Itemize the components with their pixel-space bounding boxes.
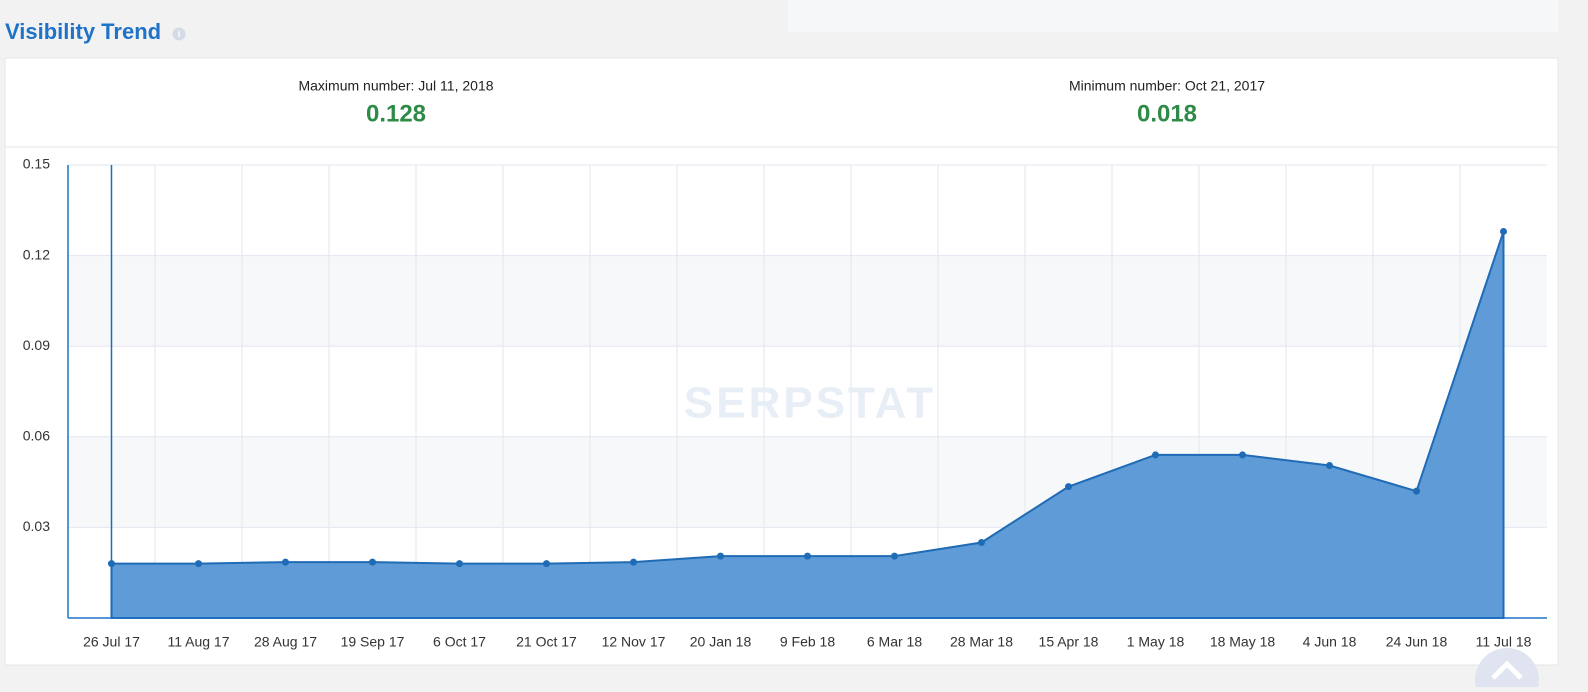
top-panel <box>788 0 1558 32</box>
point <box>978 539 985 546</box>
point <box>1413 487 1420 495</box>
x-tick-label: 11 Jul 18 <box>1476 634 1532 650</box>
y-tick-label: 0.03 <box>23 518 50 534</box>
x-tick-label: 18 May 18 <box>1210 634 1276 650</box>
point <box>1152 451 1159 459</box>
x-tick-label: 15 Apr 18 <box>1039 634 1099 650</box>
area <box>110 231 1505 619</box>
x-tick-label: 20 Jan 18 <box>690 634 752 650</box>
x-tick-label: 6 Oct 17 <box>433 634 486 650</box>
x-tick-label: 9 Feb 18 <box>780 634 835 650</box>
x-tick-label: 12 Nov 17 <box>602 634 666 650</box>
point <box>891 552 898 560</box>
point <box>1065 483 1072 491</box>
plot: 0.03 0.06 0.09 0.12 0.15 SERPSTAT 26 Jul 17 11 … <box>23 156 1547 650</box>
x-tick-label: 19 Sep 17 <box>341 634 405 650</box>
scroll-top-button[interactable] <box>1475 648 1539 692</box>
x-tick-label: 4 Jun 18 <box>1303 634 1357 650</box>
x-tick-label: 21 Oct 17 <box>516 634 577 650</box>
watermark: SERPSTAT <box>684 379 936 428</box>
stat-value: 0.018 <box>1137 100 1197 127</box>
point <box>456 560 463 568</box>
stat-value: 0.128 <box>366 100 426 127</box>
point <box>717 552 724 560</box>
stat-label: Maximum number: Jul 11, 2018 <box>298 78 493 94</box>
point <box>195 560 202 568</box>
point <box>1326 461 1333 469</box>
point <box>1500 227 1507 235</box>
point <box>369 558 376 566</box>
y-tick-label: 0.15 <box>23 156 50 172</box>
x-tick-label: 11 Aug 17 <box>167 634 229 650</box>
chevron <box>1491 660 1523 680</box>
x-tick-label: 28 Aug 17 <box>254 634 317 650</box>
point <box>804 552 811 560</box>
grid-band <box>68 255 1547 347</box>
y-tick-label: 0.09 <box>23 337 50 353</box>
x-tick-label: 6 Mar 18 <box>867 634 922 650</box>
point <box>630 558 637 566</box>
info-icon[interactable] <box>172 27 186 41</box>
stat-label: Minimum number: Oct 21, 2017 <box>1069 78 1265 94</box>
point <box>282 558 289 566</box>
x-tick-label: 28 Mar 18 <box>950 634 1013 650</box>
x-tick-label: 1 May 18 <box>1127 634 1185 650</box>
info-icon-glyph: i <box>178 29 181 39</box>
x-tick-label: 24 Jun 18 <box>1386 634 1448 650</box>
section-title: Visibility Trend <box>5 19 161 44</box>
point <box>1239 451 1246 459</box>
x-tick-label: 26 Jul 17 <box>83 634 140 650</box>
y-tick-label: 0.12 <box>23 246 50 262</box>
point <box>543 560 550 568</box>
y-tick-label: 0.06 <box>23 428 50 444</box>
